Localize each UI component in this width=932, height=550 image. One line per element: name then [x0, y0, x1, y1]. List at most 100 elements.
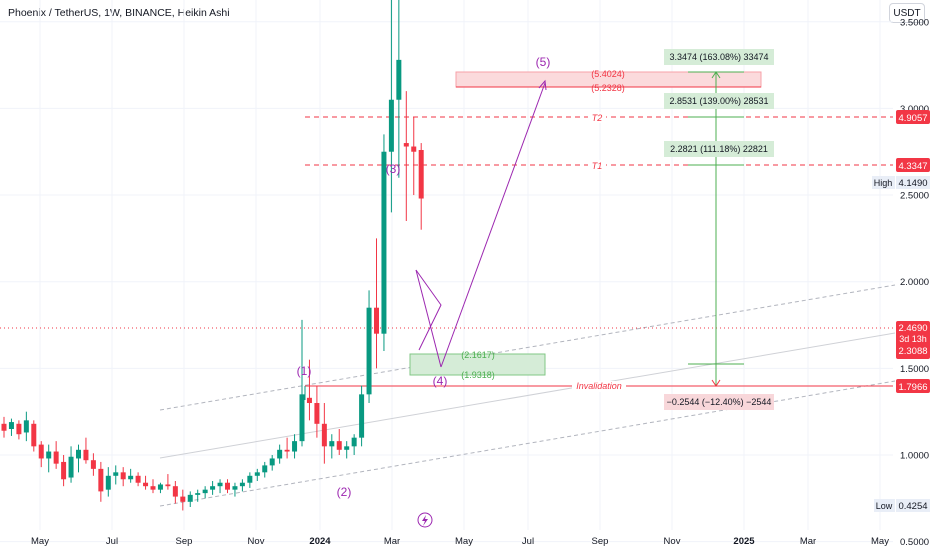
ref-price-text: 2.3088 — [898, 346, 927, 357]
chart-title: Phoenix / TetherUS, 1W, BINANCE, Heikin … — [8, 7, 230, 19]
candle-body — [403, 143, 409, 147]
candle-body — [187, 494, 193, 502]
x-tick-label: Sep — [592, 536, 609, 547]
y-tick-label: 1.5000 — [900, 364, 929, 375]
lightning-icon[interactable] — [417, 512, 433, 528]
low-price: 0.4254 — [898, 501, 927, 512]
price-scale[interactable]: 0.5000 1.0000 1.5000 2.0000 2.5000 3.0000 3.50… — [900, 0, 929, 548]
low-tag: Low — [876, 501, 893, 511]
low-tag-bg — [874, 499, 895, 512]
high-price-bg — [896, 176, 930, 189]
candle-body — [157, 484, 163, 490]
wave-label-5: (5) — [536, 55, 551, 69]
currency-button[interactable]: USDT — [889, 3, 925, 23]
x-tick-label: May — [871, 536, 889, 547]
invalidation-label: Invalidation — [576, 381, 622, 391]
candle-body — [418, 149, 424, 199]
zone-upper-label-1: (5.4024) — [591, 69, 625, 79]
wave-5-projection[interactable] — [440, 82, 546, 368]
t1-label-bg — [588, 160, 606, 171]
y-tick-label: 3.5000 — [900, 17, 929, 28]
measure-box-2-bg — [664, 93, 774, 109]
x-tick-label: Jul — [522, 536, 534, 547]
time-scale[interactable]: May Jul Sep Nov 2024 Mar May Jul Sep Nov 2025 Mar Ma… — [31, 536, 889, 547]
candle-body — [247, 475, 253, 483]
candle-body — [61, 461, 67, 480]
candle-body — [306, 397, 312, 404]
candle-body — [98, 468, 104, 492]
trend-channel — [159, 284, 896, 507]
candle-body — [172, 486, 178, 497]
candle-body — [1, 423, 7, 431]
candle-body — [120, 472, 126, 480]
t1-price-text: 4.3347 — [898, 161, 927, 172]
candle-body — [105, 475, 111, 490]
candle-body — [321, 423, 327, 447]
candle-body — [76, 449, 81, 459]
wave-label-1: (1) — [297, 364, 312, 378]
candle-body — [68, 456, 74, 478]
candle-body — [269, 458, 275, 466]
measure-box-4-bg — [664, 394, 774, 410]
grid — [0, 0, 893, 543]
x-tick-label: Sep — [176, 536, 193, 547]
candle-body — [23, 420, 29, 433]
t2-label-bg — [588, 112, 606, 123]
t2-price-text: 4.9057 — [898, 113, 927, 124]
channel-mid-line — [159, 332, 896, 459]
t2-label: T2 — [592, 113, 603, 123]
y-tick-label: 0.5000 — [900, 537, 929, 548]
invalidation-label-bg — [572, 381, 626, 392]
candles — [1, 0, 424, 511]
candle-body — [113, 472, 119, 476]
candle-body — [262, 465, 268, 473]
high-tag-bg — [872, 176, 895, 189]
measure-tool[interactable] — [688, 71, 744, 387]
last-price-text: 2.4690 — [898, 323, 927, 334]
x-tick-label: Nov — [664, 536, 681, 547]
candle-body — [90, 460, 96, 469]
candle-body — [16, 423, 22, 435]
invalid-price-text: 1.7966 — [898, 382, 927, 393]
zone-lower-label-1: (2.1617) — [461, 350, 495, 360]
candle-body — [143, 482, 149, 487]
candle-body — [351, 437, 357, 447]
measure-box-3: 2.2821 (111.18%) 22821 — [670, 144, 768, 154]
y-tick-label: 2.0000 — [900, 277, 929, 288]
y-tick-label: 2.5000 — [900, 191, 929, 202]
countdown-text: 3d 13h — [899, 334, 927, 344]
candle-body — [202, 489, 208, 494]
candle-body — [411, 146, 417, 152]
y-tick-label: 1.0000 — [900, 451, 929, 462]
wave-5-arrowhead — [538, 79, 547, 91]
wave-projection-path[interactable] — [415, 269, 442, 351]
measure-arrow-up — [711, 71, 721, 79]
candle-body — [195, 493, 201, 495]
candle-body — [329, 441, 335, 447]
channel-upper-line — [159, 284, 896, 411]
candle-body — [150, 486, 156, 490]
t1-label: T1 — [592, 161, 603, 171]
measure-box-2: 2.8531 (139.00%) 28531 — [669, 96, 768, 106]
candle-body — [165, 484, 171, 487]
candle-body — [180, 496, 186, 502]
candle-body — [284, 449, 290, 452]
channel-lower-line — [159, 380, 896, 507]
x-tick-label: May — [31, 536, 49, 547]
x-tick-label: 2025 — [733, 536, 755, 547]
zone-upper-label-2: (5.2328) — [591, 83, 625, 93]
t1-price-tag — [896, 158, 930, 172]
candle-body — [292, 441, 298, 452]
candle-body — [225, 482, 230, 490]
candle-body — [8, 422, 14, 430]
x-tick-label: 2024 — [309, 536, 331, 547]
last-price-tag — [896, 321, 930, 359]
candle-body — [336, 441, 342, 450]
measure-arrow-down — [711, 379, 721, 387]
candle-body — [31, 423, 37, 447]
candle-body — [388, 99, 394, 152]
wave-4-start — [415, 269, 442, 368]
x-tick-label: May — [455, 536, 473, 547]
candle-body — [374, 307, 379, 334]
